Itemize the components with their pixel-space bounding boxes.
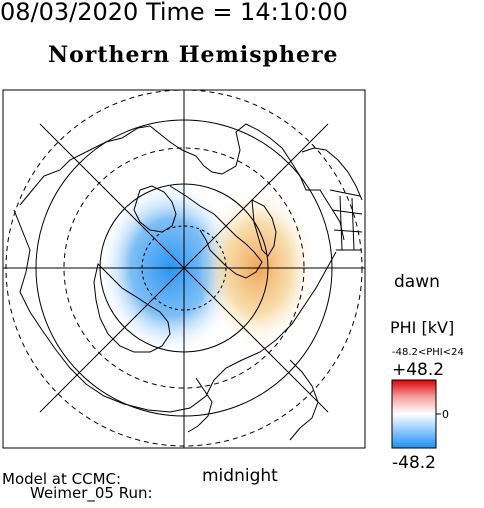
coastlines: [13, 123, 363, 441]
polar-map: [2, 89, 366, 449]
midnight-label: midnight: [202, 466, 278, 486]
legend-title: PHI [kV]: [390, 318, 454, 337]
legend-zero-label: 0: [442, 408, 449, 421]
legend-max-label: +48.2: [392, 360, 444, 380]
color-legend: PHI [kV] -48.2<PHI<24 +48.2 0 -48.2: [390, 318, 464, 473]
outer-grid: [329, 189, 363, 251]
legend-min-label: -48.2: [392, 453, 436, 473]
date-time-label: 08/03/2020 Time = 14:10:00: [0, 0, 348, 26]
legend-colorbar: [391, 379, 437, 449]
footer-run-label: Weimer_05 Run:: [30, 484, 153, 503]
footer-model-label: Model at CCMC:: [2, 470, 121, 488]
page-title: Northern Hemisphere: [48, 42, 339, 68]
dawn-label: dawn: [394, 272, 440, 292]
meridian-diagonal-2: [39, 123, 329, 413]
legend-range: -48.2<PHI<24: [392, 347, 464, 358]
